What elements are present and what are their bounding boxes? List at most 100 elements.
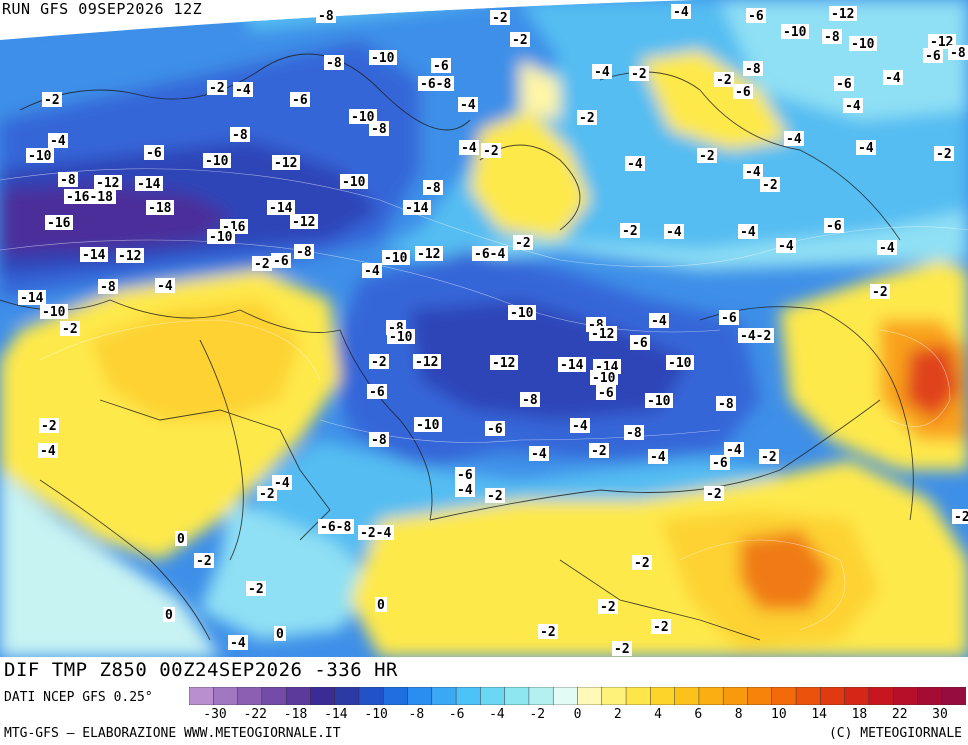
color-swatch xyxy=(820,687,846,705)
contour-labels: -8 -2 -4 -6 -12-2-10 -8 -10 -12-6 -8-8 -10-6 -4 -2-… xyxy=(18,4,968,657)
contour-label: -2 xyxy=(870,284,890,300)
scale-tick-label: -22 xyxy=(243,707,268,722)
contour-label-text: -2 xyxy=(706,487,722,502)
contour-label-text: -6 xyxy=(487,422,503,437)
contour-label: -2 xyxy=(760,177,780,193)
contour-label-text: -8 xyxy=(824,30,840,45)
contour-label-text: -8 xyxy=(296,245,312,260)
contour-label-text: -14 xyxy=(269,201,293,216)
contour-label: -2 xyxy=(759,449,779,465)
contour-label-text: -2 xyxy=(622,224,638,239)
contour-label-text: -2 xyxy=(614,642,630,657)
contour-label-text: -10 xyxy=(389,330,413,345)
contour-label: -2 xyxy=(697,148,717,164)
contour-label: -10 xyxy=(340,174,368,190)
contour-label-text: -10 xyxy=(416,418,440,433)
color-swatch xyxy=(334,687,360,705)
scale-tick-label: 30 xyxy=(932,707,948,722)
contour-label: -6 xyxy=(367,384,387,400)
contour-label: -4 xyxy=(743,164,763,180)
color-swatch xyxy=(480,687,506,705)
contour-label: -10 xyxy=(207,229,235,245)
contour-label-text: -2 xyxy=(653,620,669,635)
contour-label-text: -6-8 xyxy=(420,77,451,92)
contour-label: -2 xyxy=(481,143,501,159)
contour-label: -4 xyxy=(155,278,175,294)
contour-label: -10 xyxy=(590,370,618,386)
color-swatch xyxy=(601,687,627,705)
contour-label-text: -4 xyxy=(235,83,251,98)
contour-label-text: -12 xyxy=(274,156,297,171)
contour-label: -8 xyxy=(98,279,118,295)
contour-label-text: -2 xyxy=(761,450,777,465)
contour-label-text: -2 xyxy=(483,144,499,159)
contour-label: -10 xyxy=(781,24,809,40)
color-swatch xyxy=(431,687,457,705)
contour-label-text: 0 xyxy=(377,598,385,613)
scale-tick-label: 22 xyxy=(891,707,908,722)
contour-label-text: -4 xyxy=(858,141,874,156)
contour-label: 0 xyxy=(274,626,286,642)
color-swatch xyxy=(844,687,870,705)
color-swatch xyxy=(285,687,312,705)
contour-label: -6 xyxy=(710,455,730,471)
contour-label: -4 xyxy=(233,82,253,98)
contour-label-text: -12 xyxy=(118,249,141,264)
contour-label: -8 xyxy=(316,8,336,24)
contour-label: -14 xyxy=(403,200,431,216)
contour-label: -2 xyxy=(42,92,62,108)
contour-label-text: -2 xyxy=(487,489,503,504)
zone-yellow-north xyxy=(640,50,790,150)
color-swatch xyxy=(407,687,433,705)
contour-label-text: -2 xyxy=(512,33,528,48)
contour-label: -16 xyxy=(45,215,73,231)
contour-label: -6-8 xyxy=(418,76,454,92)
contour-label-text: -8 xyxy=(745,62,761,77)
zone-gold-west xyxy=(90,300,300,420)
contour-label-text: -4 xyxy=(740,225,756,240)
contour-label-text: -2 xyxy=(44,93,60,108)
contour-label-text: -10 xyxy=(668,356,692,371)
contour-label: -4 xyxy=(570,418,590,434)
contour-label-text: -4 xyxy=(745,165,761,180)
contour-label-text: -6 xyxy=(735,85,751,100)
contour-label-text: -2 xyxy=(600,600,616,615)
contour-label: -14 xyxy=(558,357,586,373)
contour-label: -4 xyxy=(856,140,876,156)
scale-tick-label: -30 xyxy=(203,707,227,722)
contour-label: -12 xyxy=(829,6,857,22)
contour-label-text: -8 xyxy=(522,393,538,408)
contour-label-text: -2 xyxy=(41,419,57,434)
contour-label-text: -4 xyxy=(879,241,895,256)
contour-label: -2 xyxy=(207,80,227,96)
contour-label: -8 xyxy=(716,396,736,412)
contour-label: -2 xyxy=(194,553,214,569)
contour-label-text: -2 xyxy=(716,73,732,88)
contour-label-text: -4 xyxy=(786,132,802,147)
contour-label: -4 xyxy=(724,442,744,458)
contour-label: -4 xyxy=(592,64,612,80)
contour-label: -2-4 xyxy=(358,525,394,541)
scale-tick-label: 18 xyxy=(851,707,868,722)
color-swatch xyxy=(504,687,530,705)
contour-label-text: -2 xyxy=(196,554,212,569)
contour-label-text: -14 xyxy=(405,201,429,216)
contour-label-text: -4 xyxy=(572,419,588,434)
contour-label: -4 xyxy=(843,98,863,114)
legend-footer: DATI NCEP GFS 0.25° -30 -22 -18 -14 -10 -8 -6-… xyxy=(0,683,968,745)
contour-label-text: -16-18 xyxy=(66,190,113,205)
contour-label-text: -12 xyxy=(591,327,614,342)
contour-label-text: -2 xyxy=(936,147,952,162)
contour-label: -4 xyxy=(648,449,668,465)
contour-label-text: -4 xyxy=(651,314,667,329)
contour-label-text: -8 xyxy=(626,426,642,441)
contour-label-text: -2 xyxy=(954,510,968,525)
contour-label-text: -6 xyxy=(433,59,449,74)
scale-tick-label: -4 xyxy=(489,707,505,722)
contour-label-text: -6 xyxy=(925,49,941,64)
contour-label: -4 xyxy=(529,446,549,462)
contour-label-text: -2 xyxy=(254,257,270,272)
contour-label-text: -6 xyxy=(712,456,728,471)
color-swatch xyxy=(650,687,676,705)
contour-label-text: -10 xyxy=(647,394,671,409)
